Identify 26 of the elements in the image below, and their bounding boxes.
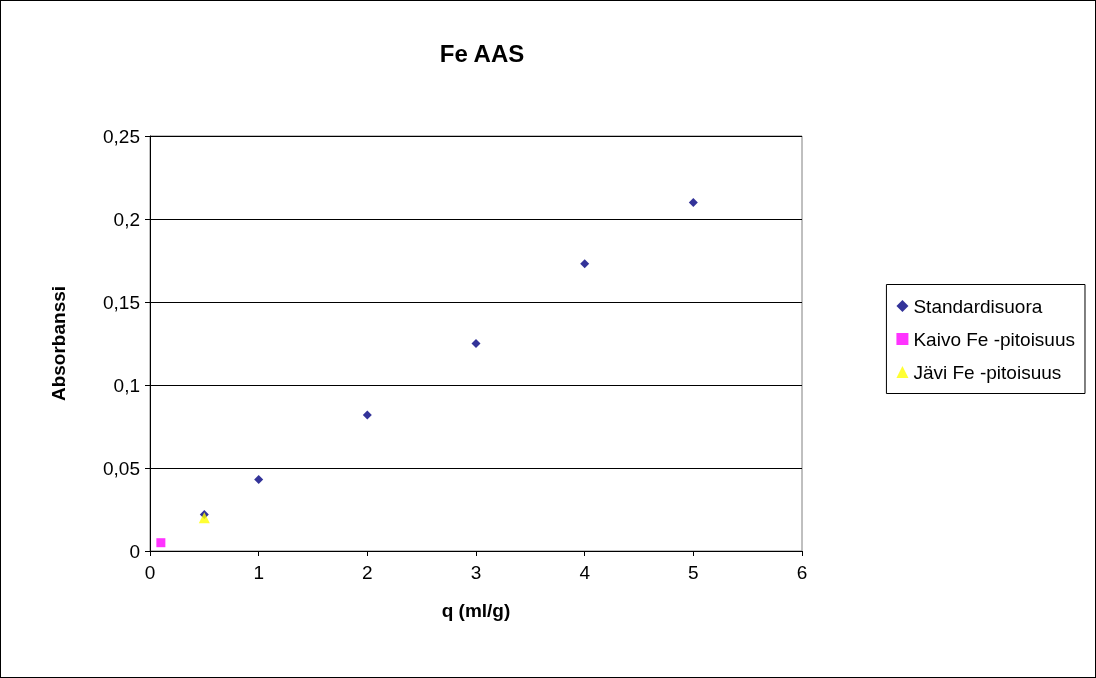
x-axis-title: q (ml/g): [441, 600, 511, 621]
legend-label: Kaivo Fe -pitoisuus: [913, 328, 1075, 350]
x-tick-label: 1: [253, 562, 264, 583]
x-tick-label: 5: [688, 562, 699, 583]
x-tick-label: 6: [796, 562, 808, 583]
y-tick-label: 0: [129, 540, 140, 562]
x-tick-label: 3: [470, 562, 482, 583]
point: [362, 410, 372, 420]
chart-title: Fe AAS: [439, 39, 525, 67]
point: [156, 538, 166, 548]
x-tick-label: 0: [144, 562, 156, 583]
y-axis-title: Absorbanssi: [48, 285, 69, 402]
y-tick-label: 0,05: [103, 457, 140, 479]
y-tick-label: 0,15: [103, 291, 140, 313]
point: [254, 475, 264, 485]
point: [198, 512, 210, 524]
legend-label: Jävi Fe -pitoisuus: [913, 361, 1062, 383]
x-tick-label: 4: [579, 562, 591, 583]
point: [580, 259, 590, 269]
y-tick-label: 0,2: [113, 208, 140, 230]
y-tick-label: 0,25: [103, 125, 140, 147]
x-tick-label: 2: [362, 562, 373, 583]
point: [688, 197, 698, 207]
y-tick-label: 0,1: [113, 374, 140, 396]
legend-label: Standardisuora: [913, 295, 1043, 317]
point: [471, 339, 481, 348]
